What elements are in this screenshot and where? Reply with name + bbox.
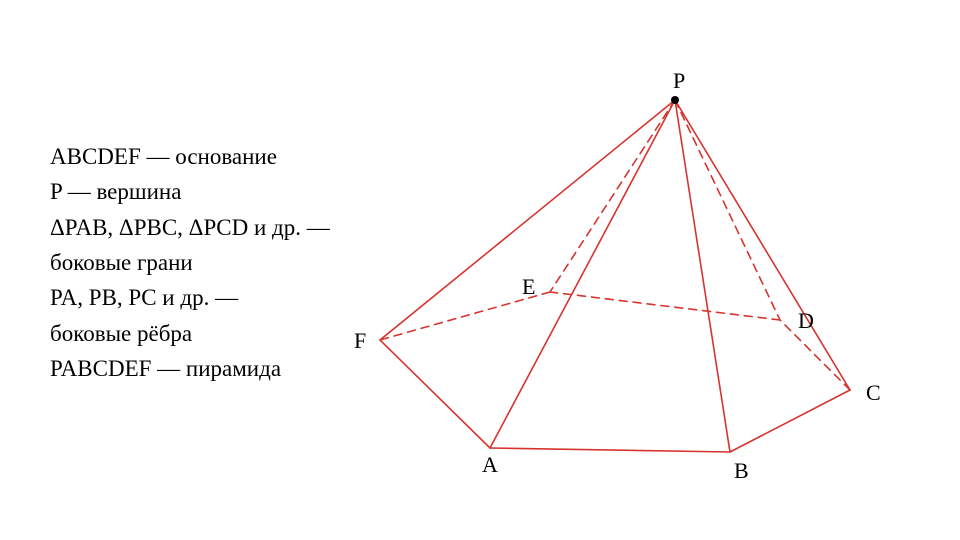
edge-EF (380, 292, 550, 340)
edge-FA (380, 340, 490, 448)
edge-PF (380, 100, 675, 340)
edge-PB (675, 100, 730, 452)
desc-line: ABCDEF — основание (50, 140, 350, 173)
desc-line: ΔPAB, ΔPBC, ΔPCD и др. — (50, 211, 350, 244)
description-text: ABCDEF — основание P — вершина ΔPAB, ΔPB… (50, 140, 350, 387)
edge-PA (490, 100, 675, 448)
vertex-label-E: E (522, 274, 535, 299)
vertex-label-A: A (482, 452, 498, 477)
edge-PE (550, 100, 675, 292)
edge-BC (730, 390, 850, 452)
desc-line: PABCDEF — пирамида (50, 352, 350, 385)
vertex-label-B: B (734, 458, 749, 483)
desc-line: боковые рёбра (50, 317, 350, 350)
vertex-label-D: D (798, 308, 814, 333)
desc-line: PA, PB, PC и др. — (50, 281, 350, 314)
vertex-label-P: P (673, 68, 685, 93)
stage: { "description": { "lines": [ "ABCDEF — … (0, 0, 960, 540)
vertex-label-F: F (354, 328, 366, 353)
desc-line: P — вершина (50, 175, 350, 208)
apex-dot (671, 96, 679, 104)
edge-PC (675, 100, 850, 390)
edge-AB (490, 448, 730, 452)
edge-PD (675, 100, 780, 320)
desc-line: боковые грани (50, 246, 350, 279)
pyramid-diagram: P A B C D E F (320, 40, 920, 500)
edge-DE (550, 292, 780, 320)
vertex-label-C: C (866, 380, 881, 405)
